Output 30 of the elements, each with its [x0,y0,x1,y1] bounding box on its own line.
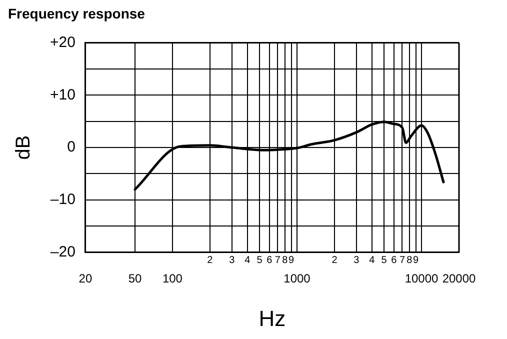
text: 6 [266,254,273,266]
x-tick-label: 20 [78,272,92,286]
x-tick-label: 10000 [404,272,439,286]
x-tick-label: 1000 [284,272,311,286]
text: 4 [244,254,251,266]
text: 8 [282,254,288,266]
text: 3 [354,254,360,266]
y-tick-label: –10 [50,190,76,208]
y-tick-label: +20 [50,34,76,51]
y-axis-title: dB [12,135,35,160]
text: 3 [229,254,236,266]
x-tick-label: 20000 [442,272,476,286]
text: 7 [274,254,281,266]
chart-title: Frequency response [8,5,146,22]
y-tick-label: +10 [50,86,76,104]
text: 8 [406,254,413,266]
text: 4 [369,254,376,266]
x-tick-label: 50 [128,272,142,286]
y-tick-label: –20 [50,243,76,260]
text: 2 [332,254,338,266]
text: 5 [256,254,263,266]
text: 9 [288,254,295,266]
text: 6 [391,254,398,266]
x-axis-title: Hz [258,306,286,331]
text: 2 [207,254,214,266]
y-tick-label: 0 [67,138,76,156]
x-tick-label: 100 [162,272,183,286]
text: 5 [381,254,388,266]
text: 9 [413,254,420,266]
text: 7 [399,254,406,266]
